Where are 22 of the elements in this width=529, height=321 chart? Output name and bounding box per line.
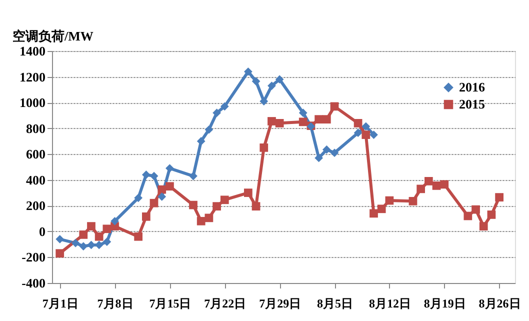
x-tick-label: 7月15日 [149,296,192,310]
x-tick-label: 8月19日 [424,296,466,310]
y-tick-label: -200 [22,250,46,265]
legend-label: 2015 [459,96,486,112]
y-tick-label: -400 [22,276,46,290]
y-tick-label: 800 [26,120,46,136]
x-tick-label: 8月5日 [317,296,354,310]
x-tick-label: 8月12日 [368,296,411,310]
x-tick-label: 7月8日 [97,296,134,310]
x-tick-label: 7月1日 [42,296,78,310]
x-tick-label: 7月29日 [259,296,302,310]
y-tick-label: 1400 [20,44,46,58]
x-tick-label: 8月26日 [478,296,521,310]
legend-label: 2016 [459,80,486,94]
y-tick-label: 200 [26,198,46,214]
y-tick-label: 1000 [20,95,46,110]
y-tick-label: 0 [39,224,46,239]
y-axis-title: 空调负荷/MW [12,28,94,44]
x-tick-label: 7月22日 [204,296,246,310]
y-tick-label: 600 [26,146,46,162]
y-tick-label: 1200 [20,69,46,84]
y-tick-label: 400 [26,172,46,188]
